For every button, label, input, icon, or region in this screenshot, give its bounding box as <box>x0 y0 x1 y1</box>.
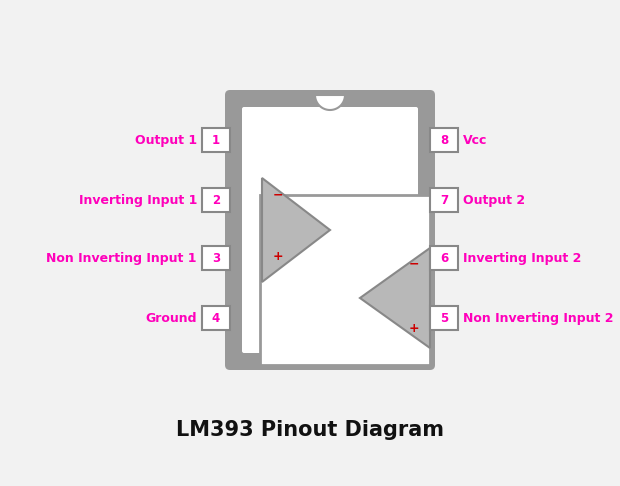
Text: 1: 1 <box>212 134 220 146</box>
Text: −: − <box>409 258 419 271</box>
Text: 2: 2 <box>212 193 220 207</box>
Bar <box>430 246 458 270</box>
Bar <box>260 195 430 365</box>
Polygon shape <box>360 248 430 348</box>
Text: 6: 6 <box>440 251 448 264</box>
Text: +: + <box>409 322 419 334</box>
Text: Output 1: Output 1 <box>135 134 197 146</box>
Text: 5: 5 <box>440 312 448 325</box>
Text: 4: 4 <box>212 312 220 325</box>
Text: Non Inverting Input 2: Non Inverting Input 2 <box>463 312 614 325</box>
Text: Output 2: Output 2 <box>463 193 525 207</box>
Text: Ground: Ground <box>146 312 197 325</box>
Bar <box>202 188 230 212</box>
Text: 3: 3 <box>212 251 220 264</box>
Text: 7: 7 <box>440 193 448 207</box>
Text: Non Inverting Input 1: Non Inverting Input 1 <box>46 251 197 264</box>
Bar <box>430 188 458 212</box>
Text: −: − <box>273 189 283 202</box>
Bar <box>202 246 230 270</box>
Text: Vcc: Vcc <box>463 134 487 146</box>
FancyBboxPatch shape <box>242 107 418 353</box>
Text: Inverting Input 1: Inverting Input 1 <box>79 193 197 207</box>
Polygon shape <box>262 178 330 282</box>
FancyBboxPatch shape <box>225 90 435 370</box>
Text: 8: 8 <box>440 134 448 146</box>
Bar <box>430 306 458 330</box>
Text: +: + <box>273 249 283 262</box>
Polygon shape <box>315 95 345 110</box>
Bar <box>202 306 230 330</box>
Bar <box>202 128 230 152</box>
Text: LM393 Pinout Diagram: LM393 Pinout Diagram <box>176 420 444 440</box>
Text: Inverting Input 2: Inverting Input 2 <box>463 251 582 264</box>
Bar <box>430 128 458 152</box>
